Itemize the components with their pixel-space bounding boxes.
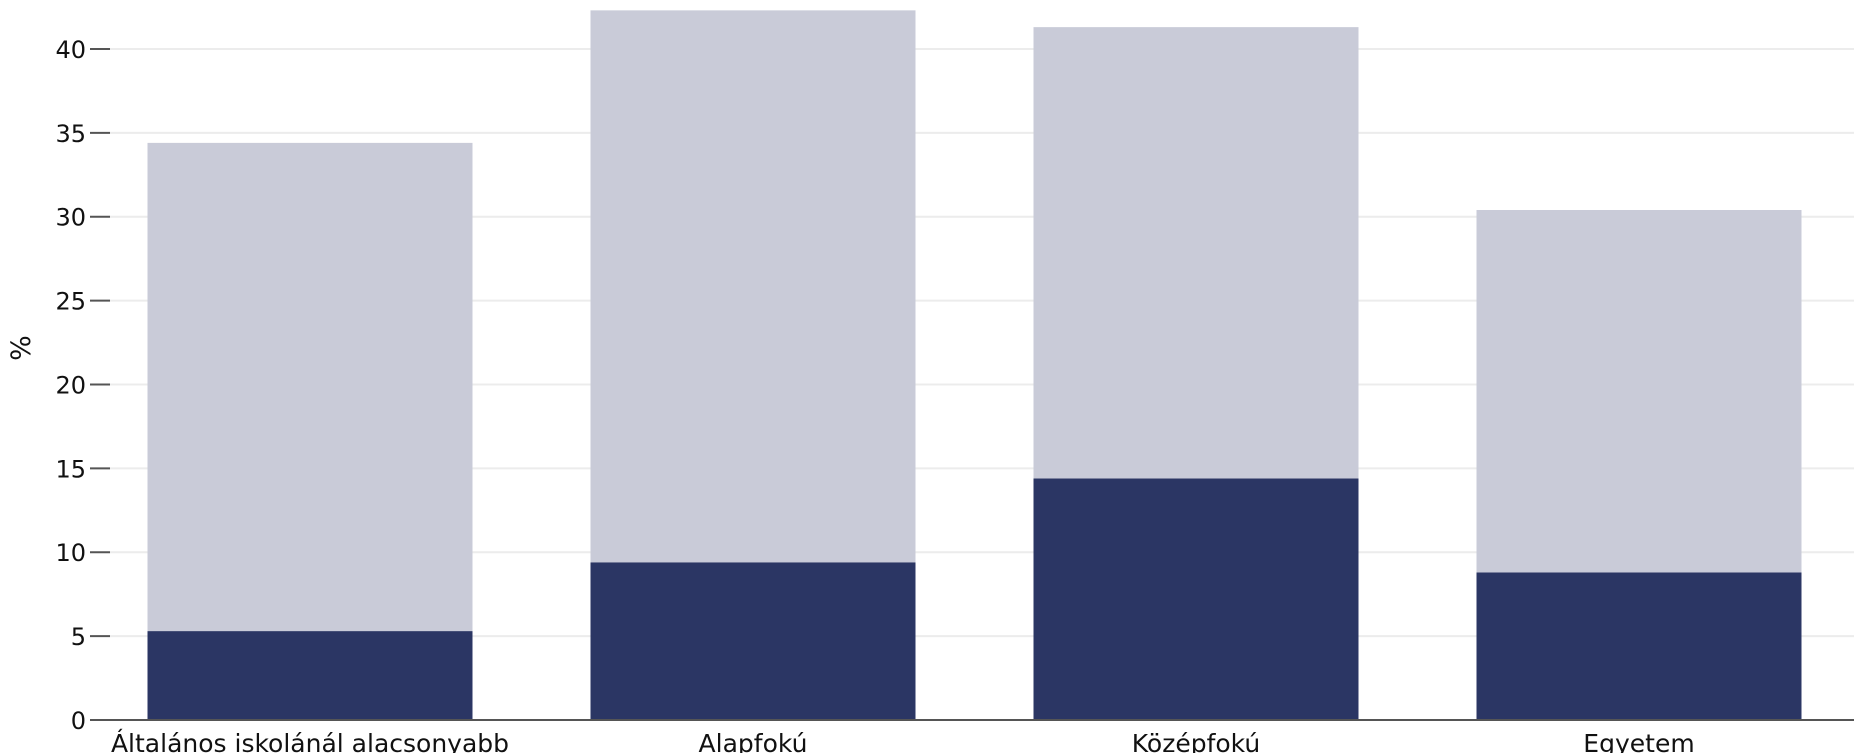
y-tick-label: 35 [55,120,86,148]
y-tick-label: 20 [55,371,86,399]
y-tick-label: 0 [71,707,86,735]
labels: 0 5 10 15 20 25 30 35 40 Általános iskolánál alac… [55,36,1694,753]
bars [147,10,1802,720]
x-category-label: Alapfokú [699,729,808,753]
bar-segment [590,10,916,563]
bar-segment [1033,27,1359,479]
bar-segment [1476,572,1802,720]
y-tick-label: 30 [55,204,86,232]
y-tick-label: 10 [55,539,86,567]
axes: % [6,335,1854,721]
y-tick-label: 25 [55,288,86,316]
x-category-label: Egyetem [1583,729,1694,753]
bar-segment [1476,209,1802,573]
bar-segment [590,562,916,720]
bar-segment [1033,478,1359,720]
y-tick-label: 15 [55,455,86,483]
bar-segment [147,631,473,720]
x-category-label: Középfokú [1132,729,1260,753]
y-tick-label: 5 [71,623,86,651]
y-tick-label: 40 [55,36,86,64]
x-category-label: Általános iskolánál alacsonyabb [111,729,509,753]
bar-segment [147,142,473,632]
y-axis-title: % [6,335,37,361]
